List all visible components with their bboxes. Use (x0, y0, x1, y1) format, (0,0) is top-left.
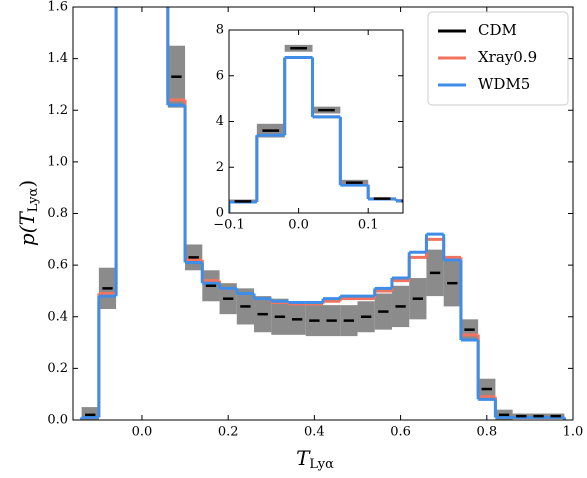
x-tick-label: 0.0 (288, 218, 309, 233)
legend-label: WDM5 (478, 75, 530, 93)
error-band (452, 201, 480, 204)
legend-box (427, 11, 569, 106)
label-main: T (296, 446, 311, 470)
x-tick-label: −0.1 (213, 218, 245, 233)
y-tick-label: 0.0 (47, 413, 68, 428)
label-main: T (15, 211, 39, 226)
error-band (563, 203, 587, 206)
y-tick-label: 1.6 (47, 0, 68, 15)
x-tick-label: 0.0 (132, 425, 153, 440)
y-tick-label: 1.0 (47, 154, 68, 169)
legend-label: CDM (478, 21, 517, 39)
y-tick-label: 0.8 (47, 206, 68, 221)
label-sub: Lyα (309, 457, 334, 472)
y-tick-label: 0.6 (47, 258, 68, 273)
x-tick-label: 1.0 (563, 425, 584, 440)
x-tick-label: 0.2 (218, 425, 239, 440)
label-post: ) (15, 180, 39, 188)
y-tick-label: 2 (216, 160, 224, 175)
x-axis-label: TLyα (296, 446, 334, 472)
inset-background (229, 30, 403, 213)
error-band (424, 201, 452, 204)
y-tick-label: 1.2 (47, 103, 68, 118)
annotations: 0.0 0.2 0.4 0.6 0.8 1.0 0.0 0.2 0.4 0.6 0.8 1.0 1.2 1… (15, 0, 584, 472)
y-tick-label: 0.2 (47, 361, 68, 376)
y-tick-label: 4 (216, 114, 224, 129)
main-plot (80, 7, 566, 420)
error-band (480, 202, 508, 205)
x-tick-label: 0.4 (304, 425, 325, 440)
label-pre: p( (15, 224, 39, 246)
legend-label: Xray0.9 (478, 48, 537, 66)
y-tick-label: 8 (216, 23, 224, 38)
x-tick-label: 0.8 (476, 425, 497, 440)
label-sub: Lyα (26, 187, 41, 212)
y-axis-label: p(TLyα) (15, 180, 41, 246)
x-tick-label: 0.6 (390, 425, 411, 440)
x-tick-label: 0.1 (358, 218, 379, 233)
error-band (535, 203, 563, 206)
y-tick-label: 0 (216, 206, 224, 221)
y-tick-label: 1.4 (47, 51, 68, 66)
y-tick-label: 6 (216, 68, 224, 83)
error-band (507, 202, 535, 205)
y-tick-label: 0.4 (47, 309, 68, 324)
inset-plot (229, 30, 587, 213)
